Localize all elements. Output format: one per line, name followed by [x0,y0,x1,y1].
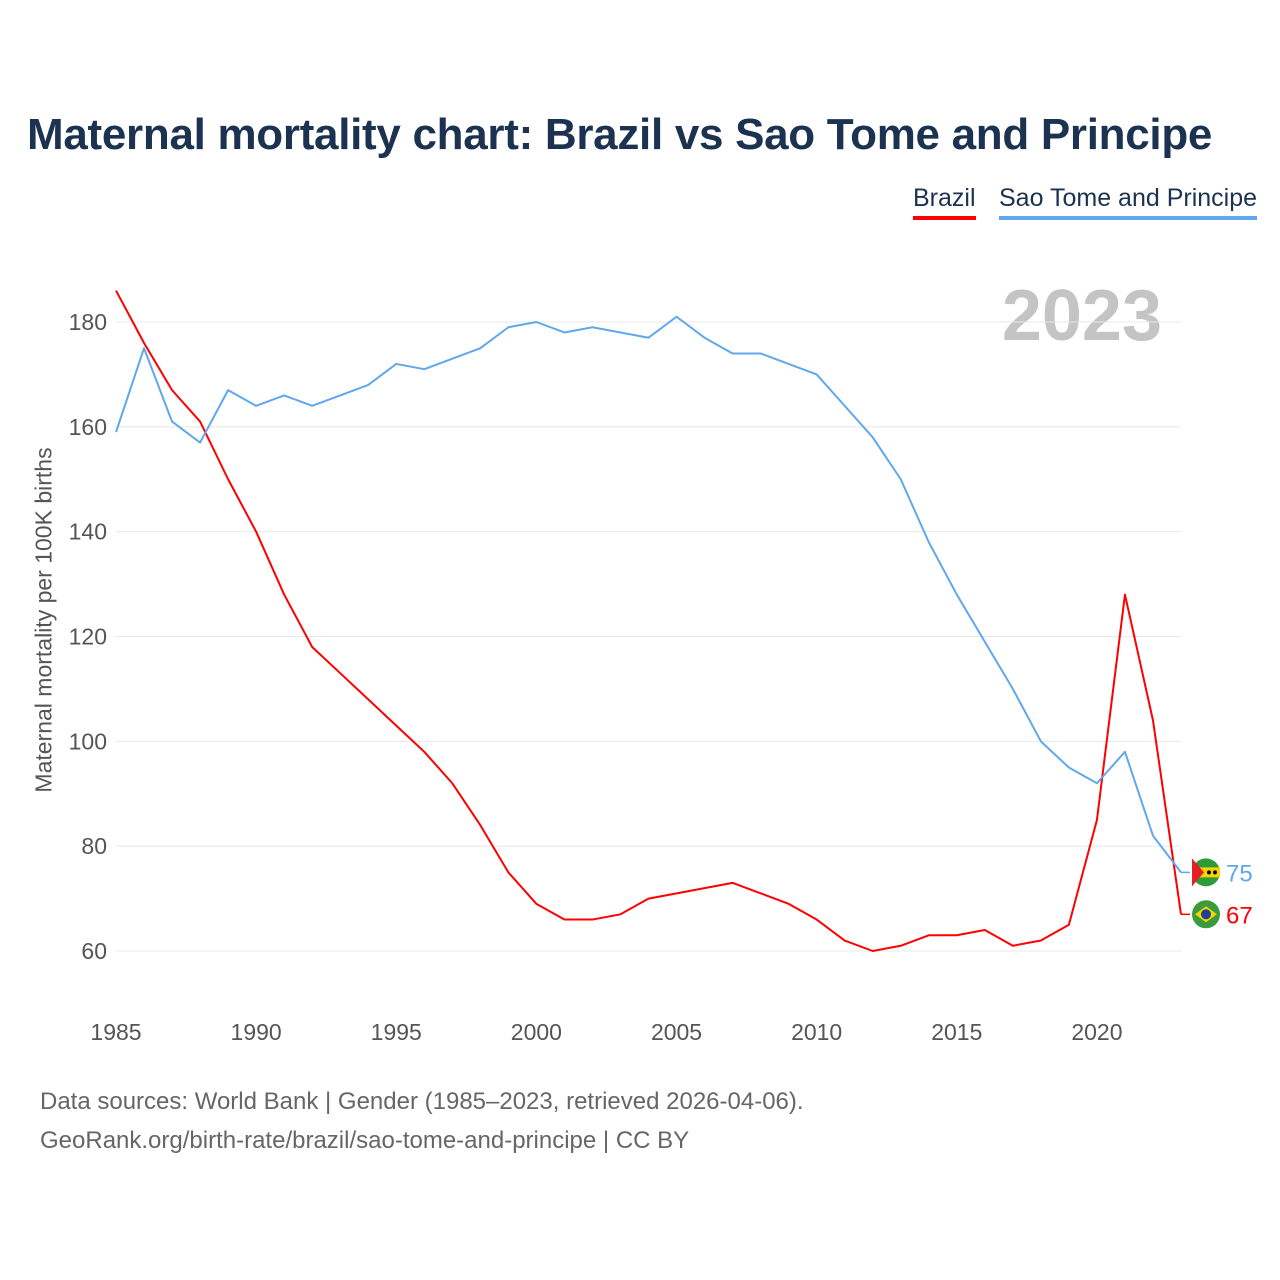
series-line-brazil [115,290,1182,952]
x-tick-label: 2010 [791,1019,842,1045]
end-value-label: 75 [1226,860,1253,887]
end-value-label: 67 [1226,902,1253,929]
sao-tome-flag-triangle [1192,858,1204,887]
y-tick-label: 160 [69,414,107,440]
flag-star [1207,870,1211,875]
brazil-flag-globe [1201,909,1211,920]
x-tick-label: 1985 [90,1019,141,1045]
y-tick-label: 100 [69,728,107,754]
y-tick-label: 80 [81,833,107,859]
y-tick-label: 120 [69,624,107,650]
y-tick-label: 60 [81,938,107,964]
source-line-2[interactable]: GeoRank.org/birth-rate/brazil/sao-tome-a… [40,1127,690,1154]
flag-star [1213,870,1217,875]
y-tick-label: 180 [69,309,107,335]
x-tick-label: 2015 [931,1019,982,1045]
x-tick-label: 2005 [651,1019,702,1045]
x-tick-label: 1990 [231,1019,282,1045]
legend-sao-tome[interactable]: Sao Tome and Principe [999,184,1258,220]
y-tick-label: 140 [69,519,107,545]
x-tick-label: 2000 [511,1019,562,1045]
source-line-1: Data sources: World Bank | Gender (1985–… [40,1088,804,1115]
year-label: 2023 [1001,276,1162,356]
legend-brazil[interactable]: Brazil [913,184,976,220]
series-line-sao-tome [115,315,1182,873]
sao-tome-flag-band [1192,867,1220,878]
chart-title: Maternal mortality chart: Brazil vs Sao … [27,110,1213,159]
x-tick-label: 1995 [371,1019,422,1045]
x-tick-label: 2020 [1071,1019,1122,1045]
